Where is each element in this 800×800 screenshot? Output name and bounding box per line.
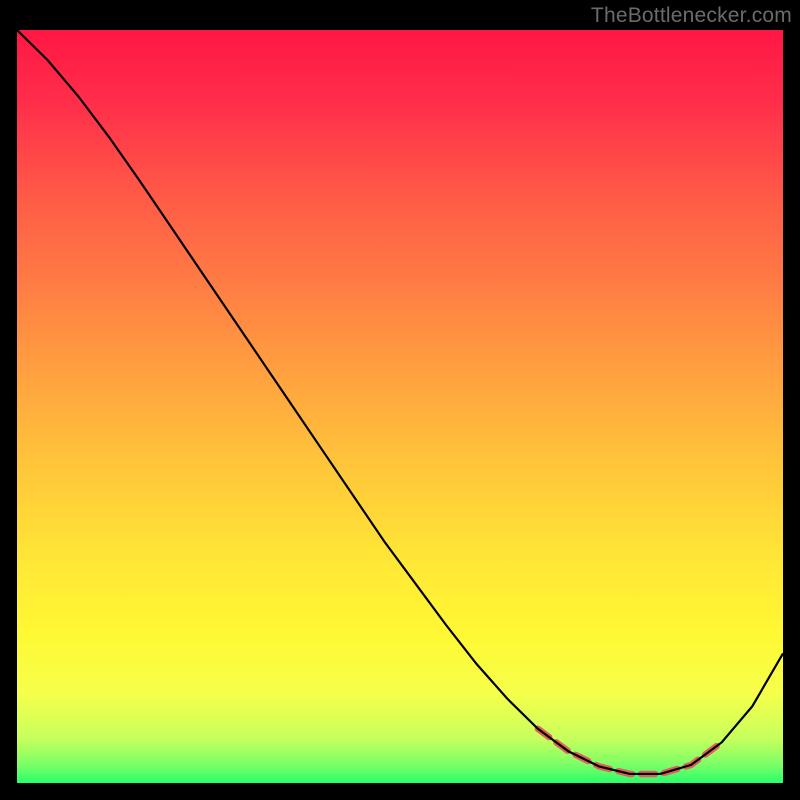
plot-background [17,30,783,783]
bottleneck-curve-chart [0,0,800,800]
chart-stage: TheBottlenecker.com [0,0,800,800]
watermark-text: TheBottlenecker.com [591,4,792,28]
